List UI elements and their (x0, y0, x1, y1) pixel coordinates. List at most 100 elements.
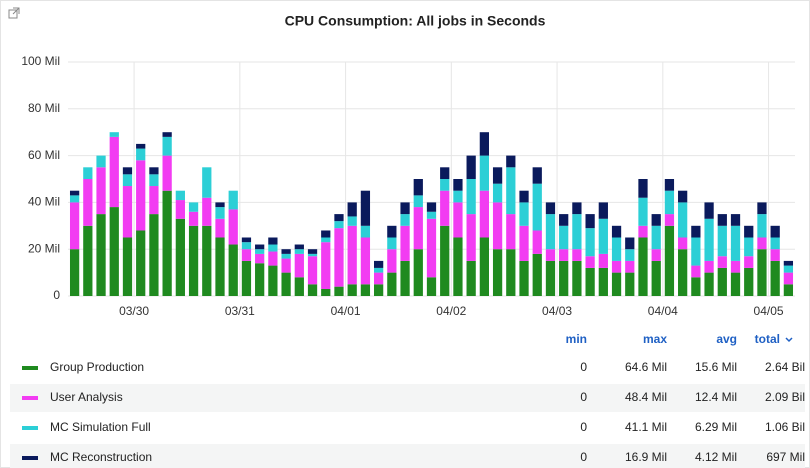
bar-segment (360, 190, 371, 226)
bar-segment (598, 267, 608, 296)
bar-segment (360, 225, 371, 238)
bar-segment (413, 195, 423, 208)
bar-segment (294, 244, 304, 250)
bar-segment (730, 272, 741, 296)
bar-segment (162, 136, 172, 156)
x-tick-label: 04/03 (542, 304, 572, 318)
bar-segment (347, 284, 357, 296)
bar-segment (149, 167, 159, 175)
bar-segment (717, 256, 727, 268)
bar-segment (651, 260, 661, 296)
bar-segment (744, 256, 754, 268)
bar-segment (559, 260, 569, 296)
bar-segment (347, 216, 357, 226)
bar-segment (730, 214, 741, 226)
bar-segment (757, 237, 767, 250)
bar-segment (321, 230, 331, 238)
bar-segment (691, 225, 701, 238)
bar-segment (664, 179, 675, 191)
bar-segment (757, 214, 767, 238)
bar-segment (440, 190, 450, 226)
bar-segment (638, 225, 648, 238)
bar-segment (598, 253, 608, 268)
bar-segment (360, 284, 371, 296)
bar-segment (598, 218, 608, 254)
bar-segment (466, 179, 476, 215)
bar-segment (678, 190, 688, 203)
bar-segment (109, 136, 119, 208)
bar-segment (611, 225, 622, 238)
bar-segment (136, 148, 146, 161)
bar-segment (638, 179, 648, 198)
bar-segment (611, 237, 622, 261)
legend-header: avg (716, 332, 737, 346)
bar-segment (704, 202, 714, 219)
bar-segment (545, 260, 556, 296)
bar-segment (268, 251, 278, 266)
bar-segment (281, 249, 291, 254)
legend-row-bg (10, 444, 805, 468)
bar-segment (532, 183, 542, 231)
x-tick-label: 04/02 (436, 304, 466, 318)
bar-segment (334, 228, 344, 287)
legend-swatch (22, 426, 38, 430)
bar-segment (255, 244, 265, 250)
bar-segment (585, 256, 595, 268)
bar-segment (598, 202, 608, 219)
bar-segment (122, 174, 133, 187)
bar-segment (572, 214, 582, 250)
bar-segment (730, 260, 741, 273)
bar-segment (545, 202, 556, 215)
legend-stat: 41.1 Mil (625, 420, 667, 434)
bar-segment (664, 225, 675, 296)
bar-segment (717, 225, 727, 257)
bar-segment (744, 267, 754, 296)
bar-segment (255, 249, 265, 254)
bar-segment (122, 237, 133, 296)
x-tick-label: 03/31 (225, 304, 255, 318)
bar-segment (162, 190, 172, 296)
bar-segment (466, 260, 476, 296)
legend-stat: 15.6 Mil (695, 360, 737, 374)
bar-segment (307, 284, 318, 296)
bar-segment (426, 211, 437, 219)
bar-segment (479, 190, 489, 238)
legend-header: max (643, 332, 667, 346)
bar-segment (413, 249, 423, 296)
bar-segment (691, 277, 701, 296)
bar-segment (559, 225, 569, 250)
bar-segment (374, 260, 384, 268)
x-tick-label: 04/05 (754, 304, 784, 318)
sort-chevron[interactable] (785, 337, 793, 343)
bar-segment (109, 207, 119, 296)
y-tick-label: 40 Mil (28, 195, 60, 209)
bar-segment (215, 202, 225, 208)
bar-segment (215, 207, 225, 219)
bar-segment (572, 249, 582, 261)
bar-segment (519, 260, 529, 296)
bar-segment (611, 260, 622, 273)
bar-segment (704, 218, 714, 261)
bar-segment (545, 249, 556, 261)
bar-segment (770, 237, 780, 250)
bar-segment (334, 214, 344, 222)
bar-segment (625, 272, 635, 296)
bar-segment (532, 253, 542, 296)
bar-segment (83, 167, 93, 179)
bar-segment (149, 186, 159, 215)
bar-segment (453, 179, 463, 191)
bar-segment (678, 237, 688, 250)
bar-segment (387, 237, 397, 250)
bar-segment (241, 237, 252, 243)
bar-segment (387, 272, 397, 296)
bar-segment (783, 272, 794, 285)
legend-stat: 12.4 Mil (695, 390, 737, 404)
bar-segment (136, 230, 146, 296)
bar-segment (69, 202, 80, 250)
bar-segment (492, 167, 503, 184)
link-icon[interactable] (8, 7, 20, 19)
legend-swatch (22, 366, 38, 370)
bar-segment (83, 225, 93, 296)
bar-segment (96, 155, 106, 168)
legend-name: User Analysis (50, 390, 123, 404)
